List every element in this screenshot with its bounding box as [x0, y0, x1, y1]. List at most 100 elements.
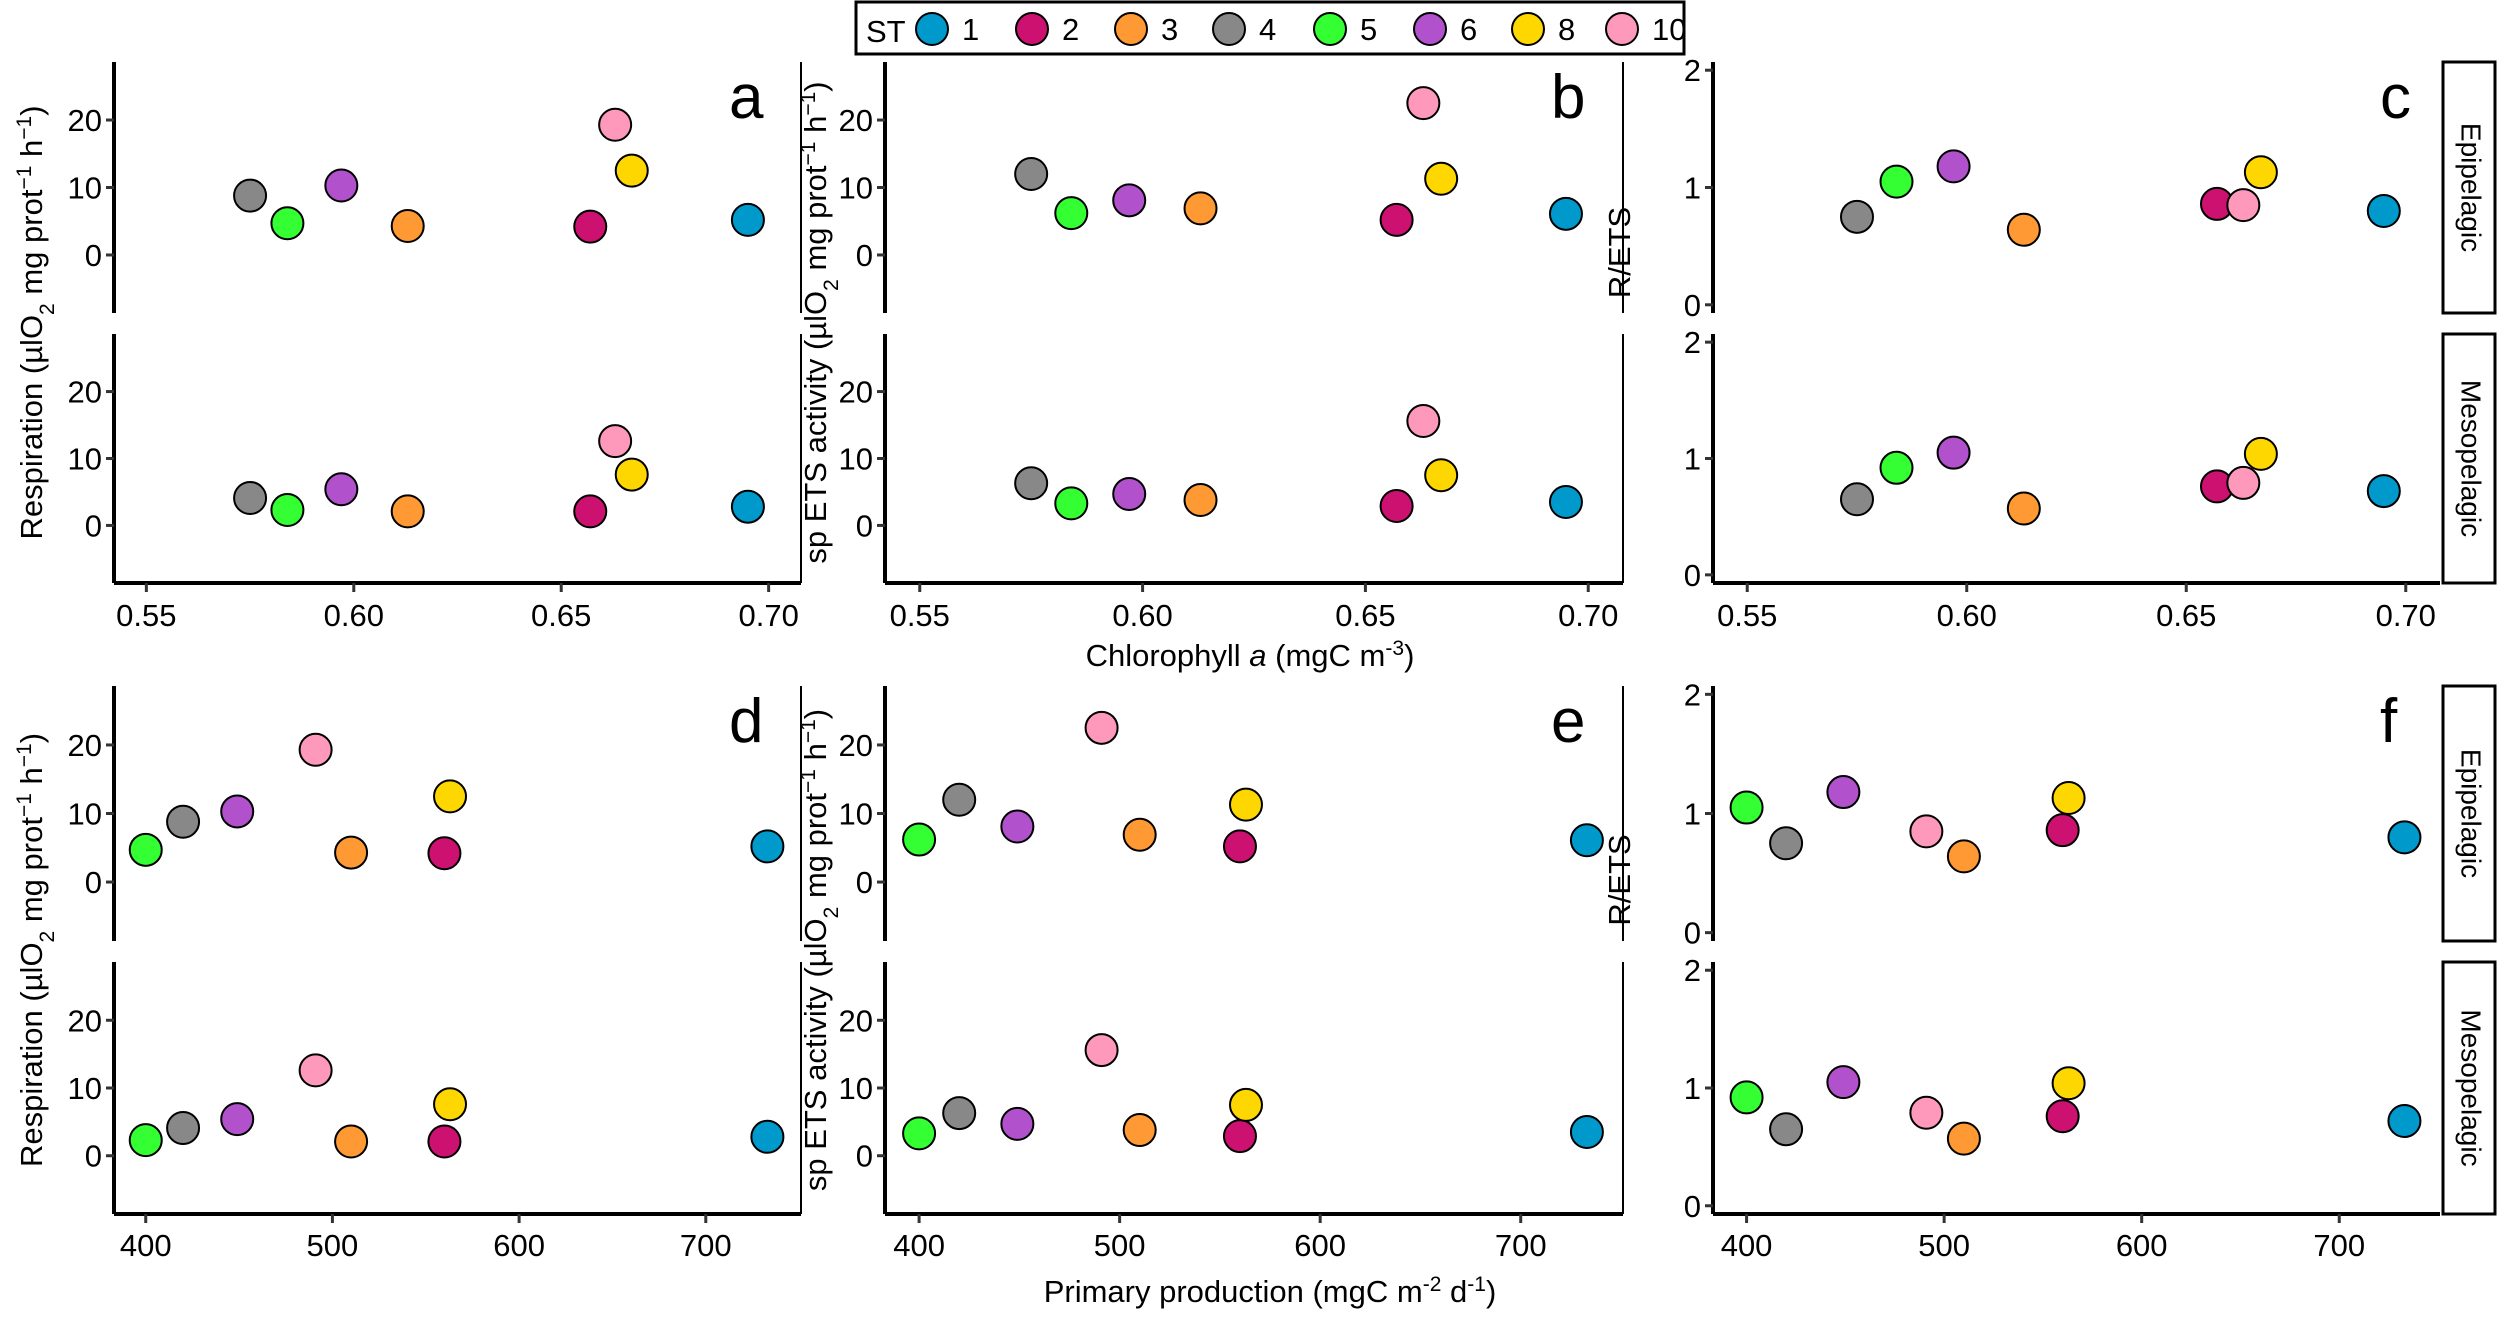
point-st1: [750, 829, 785, 864]
legend-label-st5: 5: [1360, 12, 1377, 47]
y-tick-label: 1: [1684, 1071, 1701, 1106]
facet-epipelagic: 0 10 20: [839, 62, 1624, 313]
y-tick-label: 20: [839, 103, 873, 138]
point-st3: [390, 494, 425, 529]
y-axis-title: R/ETS: [1602, 834, 1637, 925]
facet-mesopelagic: 0 10 20: [68, 962, 802, 1214]
facet-mesopelagic: 0 10 20: [839, 334, 1624, 583]
y-tick-label: 10: [839, 797, 873, 832]
point-st6: [1936, 149, 1971, 184]
point-st10: [298, 1053, 333, 1088]
point-st8: [1228, 1087, 1263, 1122]
point-st8: [433, 779, 468, 814]
facet-epipelagic: 0 1 2 Epipelagic: [1684, 677, 2497, 951]
y-axis-title: sp ETS activity (µlO2 mg prot−1 h−1): [797, 709, 843, 1191]
point-st6: [1826, 1065, 1861, 1100]
point-st3: [2006, 491, 2041, 526]
y-tick-label: 0: [1684, 916, 1701, 951]
point-st6: [324, 168, 359, 203]
y-tick-label: 10: [68, 797, 102, 832]
point-st2: [427, 836, 462, 871]
y-tick-label: 1: [1684, 171, 1701, 206]
x-axis-title-chlorophyll-part: Chlorophyll: [1086, 638, 1250, 673]
point-st4: [1014, 157, 1049, 192]
point-st4: [1839, 482, 1874, 517]
point-st10: [1406, 86, 1441, 121]
y-tick-label: 20: [839, 375, 873, 410]
point-st10: [598, 424, 633, 459]
y-axis-title-part: −1: [797, 719, 820, 743]
point-st1: [1548, 196, 1583, 231]
y-axis-title-part: 2: [36, 931, 59, 943]
y-axis-title: sp ETS activity (µlO2 mg prot−1 h−1): [797, 81, 843, 563]
point-st6: [1000, 809, 1035, 844]
y-tick-label: 20: [68, 1003, 102, 1038]
point-st3: [1946, 1121, 1981, 1156]
point-st6: [1936, 435, 1971, 470]
point-st8: [2051, 1066, 2086, 1101]
strip-mesopelagic: [2441, 960, 2497, 1216]
y-axis-title-part: ): [798, 81, 833, 91]
y-tick-label: 0: [1684, 288, 1701, 323]
strip-epipelagic: [2441, 684, 2497, 943]
point-st4: [166, 1110, 201, 1145]
x-tick-label: 600: [1294, 1228, 1346, 1263]
y-axis-title-part: mg prot: [798, 165, 833, 279]
y-axis-title-part: −1: [797, 769, 820, 793]
panel-e: 0 10 20 0 10 20 400 500 600 700 e sp ETS activity (…: [797, 686, 1624, 1263]
point-st6: [324, 472, 359, 507]
y-axis-title-part: 2: [820, 279, 843, 291]
point-st3: [1122, 817, 1157, 852]
x-tick-label: 400: [1721, 1228, 1773, 1263]
point-st10: [1909, 1095, 1944, 1130]
y-tick-label: 10: [68, 171, 102, 206]
x-tick-label: 0.70: [2376, 598, 2436, 633]
y-tick-label: 0: [1684, 1189, 1701, 1224]
panel-letter: d: [729, 687, 763, 756]
facet-mesopelagic: 0 1 2 Mesopelagic: [1684, 953, 2497, 1224]
y-axis-title-part: R/ETS: [1602, 834, 1637, 925]
point-st8: [433, 1087, 468, 1122]
point-st8: [1228, 787, 1263, 822]
panel-a: 0 10 20 0 10 20 0.55 0.60 0.65 0.70 a Respiration (…: [13, 62, 802, 633]
y-tick-label: 10: [68, 442, 102, 477]
panel-letter: b: [1551, 63, 1585, 132]
x-tick-label: 400: [893, 1228, 945, 1263]
y-tick-label: 2: [1684, 53, 1701, 88]
point-st4: [1769, 1112, 1804, 1147]
x-axis-title-chlorophyll-part: a: [1249, 638, 1266, 673]
point-st8: [2243, 155, 2278, 190]
facet-epipelagic: 0 10 20: [68, 686, 802, 941]
point-st3: [1183, 191, 1218, 226]
panel-letter: a: [729, 63, 764, 132]
y-tick-label: 20: [839, 728, 873, 763]
point-st2: [573, 494, 608, 529]
point-st8: [614, 153, 649, 188]
y-tick-label: 1: [1684, 442, 1701, 477]
y-axis-title-part: sp ETS activity (µlO: [798, 918, 833, 1191]
y-axis-title-part: Respiration (µlO: [14, 942, 49, 1167]
y-axis-title-part: ): [14, 105, 49, 115]
y-axis-title: R/ETS: [1602, 207, 1637, 298]
y-tick-label: 10: [839, 442, 873, 477]
point-st5: [1879, 450, 1914, 485]
y-axis-title-part: mg prot: [798, 793, 833, 907]
point-st10: [1406, 404, 1441, 439]
strip-label: Epipelagic: [2456, 749, 2487, 878]
x-axis-title-primary-production-part: -1: [1467, 1273, 1486, 1296]
x-tick-label: 0.60: [1112, 598, 1172, 633]
y-axis-title-part: −1: [13, 743, 36, 767]
x-tick-label: 0.60: [1937, 598, 1997, 633]
legend-label-st8: 8: [1558, 12, 1575, 47]
x-tick-label: 500: [1094, 1228, 1146, 1263]
point-st1: [2366, 474, 2401, 509]
y-tick-label: 10: [839, 1071, 873, 1106]
point-st8: [2051, 781, 2086, 816]
facet-epipelagic: 0 10 20: [839, 686, 1624, 941]
y-tick-label: 0: [85, 865, 102, 900]
point-st6: [220, 794, 255, 829]
legend-swatch-st1: [915, 12, 949, 46]
point-st3: [390, 208, 425, 243]
point-st6: [1000, 1106, 1035, 1141]
